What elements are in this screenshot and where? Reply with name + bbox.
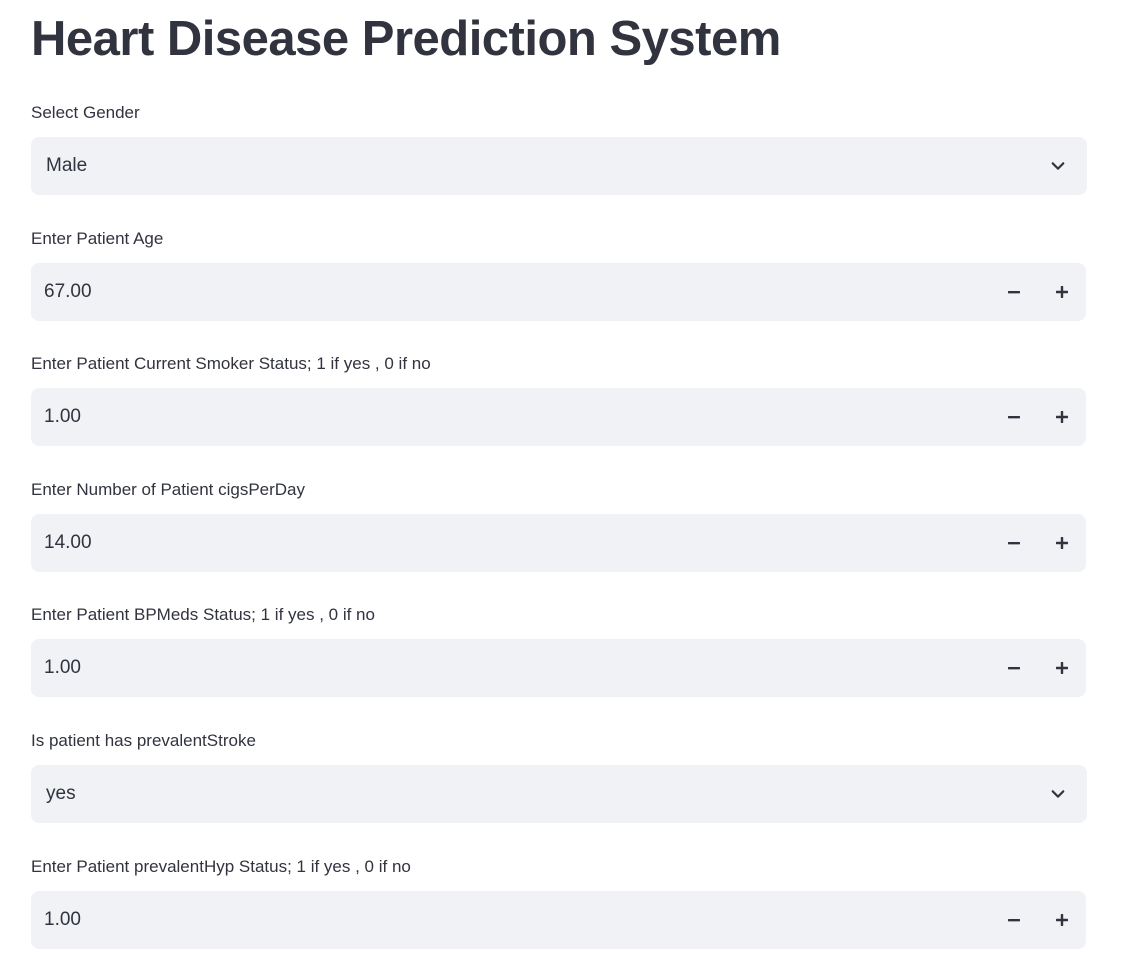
prevalent-hyp-value: 1.00: [44, 909, 81, 930]
bpmeds-increment-button[interactable]: [1044, 639, 1080, 697]
chevron-down-icon: [1051, 162, 1065, 170]
bpmeds-label: Enter Patient BPMeds Status; 1 if yes , …: [31, 605, 375, 624]
cigs-per-day-number-input[interactable]: 14.00: [31, 514, 1086, 572]
cigs-per-day-field: Enter Number of Patient cigsPerDay 14.00: [31, 478, 1087, 572]
cigs-per-day-increment-button[interactable]: [1044, 514, 1080, 572]
gender-select[interactable]: Male: [31, 137, 1087, 195]
minus-icon: [1008, 542, 1020, 545]
prevalent-hyp-field: Enter Patient prevalentHyp Status; 1 if …: [31, 855, 1087, 949]
current-smoker-increment-button[interactable]: [1044, 388, 1080, 446]
age-decrement-button[interactable]: [996, 263, 1032, 321]
age-increment-button[interactable]: [1044, 263, 1080, 321]
plus-icon: [1056, 914, 1068, 926]
prevalent-stroke-select[interactable]: yes: [31, 765, 1087, 823]
minus-icon: [1008, 919, 1020, 922]
plus-icon: [1056, 662, 1068, 674]
current-smoker-value: 1.00: [44, 406, 81, 427]
bpmeds-number-input[interactable]: 1.00: [31, 639, 1086, 697]
gender-selected-value: Male: [46, 155, 88, 176]
minus-icon: [1008, 291, 1020, 294]
plus-icon: [1056, 537, 1068, 549]
bpmeds-value: 1.00: [44, 657, 81, 678]
current-smoker-label: Enter Patient Current Smoker Status; 1 i…: [31, 354, 431, 373]
bpmeds-decrement-button[interactable]: [996, 639, 1032, 697]
age-value: 67.00: [44, 281, 92, 302]
plus-icon: [1056, 411, 1068, 423]
prevalent-stroke-selected-value: yes: [46, 783, 76, 804]
page-title: Heart Disease Prediction System: [31, 12, 781, 66]
cigs-per-day-value: 14.00: [44, 532, 92, 553]
prevalent-hyp-increment-button[interactable]: [1044, 891, 1080, 949]
plus-icon: [1056, 286, 1068, 298]
prevalent-hyp-label: Enter Patient prevalentHyp Status; 1 if …: [31, 857, 411, 876]
minus-icon: [1008, 416, 1020, 419]
bpmeds-field: Enter Patient BPMeds Status; 1 if yes , …: [31, 603, 1087, 697]
current-smoker-number-input[interactable]: 1.00: [31, 388, 1086, 446]
prevalent-stroke-field: Is patient has prevalentStroke yes: [31, 729, 1087, 823]
prevalent-hyp-number-input[interactable]: 1.00: [31, 891, 1086, 949]
current-smoker-decrement-button[interactable]: [996, 388, 1032, 446]
current-smoker-field: Enter Patient Current Smoker Status; 1 i…: [31, 352, 1087, 446]
gender-field: Select Gender Male: [31, 101, 1087, 195]
cigs-per-day-label: Enter Number of Patient cigsPerDay: [31, 480, 306, 499]
prevalent-stroke-label: Is patient has prevalentStroke: [31, 731, 256, 750]
chevron-down-icon: [1051, 790, 1065, 798]
gender-label: Select Gender: [31, 103, 140, 122]
cigs-per-day-decrement-button[interactable]: [996, 514, 1032, 572]
age-number-input[interactable]: 67.00: [31, 263, 1086, 321]
prevalent-hyp-decrement-button[interactable]: [996, 891, 1032, 949]
age-label: Enter Patient Age: [31, 229, 164, 248]
age-field: Enter Patient Age 67.00: [31, 227, 1087, 321]
minus-icon: [1008, 667, 1020, 670]
